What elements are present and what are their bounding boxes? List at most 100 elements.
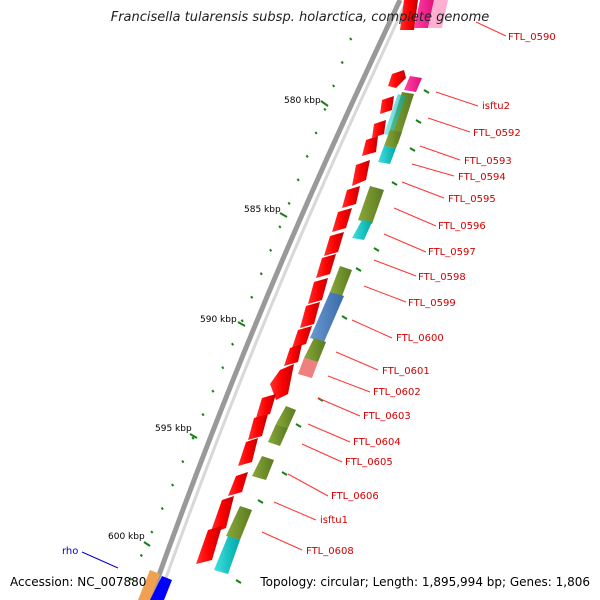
feature-dash xyxy=(409,147,416,152)
gene-block xyxy=(372,120,386,138)
gene-block xyxy=(330,266,352,296)
gene-leader-line xyxy=(287,473,329,497)
kbp-tick-585: 585 kbp xyxy=(244,205,288,218)
gene-label: FTL_0593 xyxy=(464,156,512,167)
gene-block xyxy=(414,0,434,28)
gene-block xyxy=(428,0,448,28)
tick-dot xyxy=(250,295,254,299)
gene-block xyxy=(270,364,294,400)
kbp-scale: 580 kbp 585 kbp 590 kbp 595 kbp 600 kbp xyxy=(108,96,329,547)
feature-strand-outer xyxy=(138,0,448,600)
gene-block xyxy=(342,186,360,208)
gene-block xyxy=(332,208,352,232)
gene-label: FTL_0594 xyxy=(458,172,506,183)
gene-leader-line xyxy=(419,145,461,161)
tick-dot xyxy=(287,201,291,205)
tick-dot xyxy=(191,436,195,440)
kbp-tick-590: 590 kbp xyxy=(200,315,246,327)
tick-dot xyxy=(296,178,300,182)
tick-dot xyxy=(201,413,205,417)
gene-leader-line xyxy=(335,351,379,371)
tick-dot xyxy=(230,342,235,346)
kbp-label-580: 580 kbp xyxy=(284,96,321,106)
gene-block xyxy=(214,536,240,574)
tick-dot xyxy=(150,530,154,534)
gene-label: isftu1 xyxy=(320,515,348,526)
gene-block xyxy=(378,146,396,164)
gene-block xyxy=(256,394,276,418)
gene-label: FTL_0595 xyxy=(448,194,496,205)
gene-leader-line xyxy=(261,531,303,551)
gene-label: FTL_0605 xyxy=(345,457,393,468)
gene-leader-line xyxy=(363,285,407,303)
kbp-tick-600: 600 kbp xyxy=(108,532,151,547)
feature-dash xyxy=(373,247,380,252)
gene-block xyxy=(238,438,258,466)
gene-label: FTL_0599 xyxy=(408,298,456,309)
tick-dot xyxy=(323,107,327,112)
tick-dot xyxy=(314,131,318,135)
gene-block xyxy=(226,506,252,540)
tick-dot xyxy=(278,225,282,229)
gene-block xyxy=(404,76,422,92)
gene-label: FTL_0602 xyxy=(373,387,421,398)
gene-label: FTL_0604 xyxy=(353,437,401,448)
gene-block xyxy=(304,338,326,362)
gene-block xyxy=(284,344,302,366)
gene-block xyxy=(292,326,312,348)
gene-label-group: FTL_0590 isftu2 FTL_0592 FTL_0593 FTL_0594 FT… xyxy=(261,21,556,557)
cds-strand-inner xyxy=(196,0,418,564)
gene-label: FTL_0596 xyxy=(438,221,486,232)
backbone-outer-line xyxy=(147,0,403,600)
kbp-label-595: 595 kbp xyxy=(155,424,192,434)
feature-dash xyxy=(355,267,362,272)
feature-dash xyxy=(423,89,430,94)
gene-leader-line xyxy=(427,117,471,133)
gene-block xyxy=(316,254,336,278)
gene-label: FTL_0600 xyxy=(396,333,444,344)
feature-dash xyxy=(341,315,348,320)
gene-leader-line xyxy=(307,423,351,443)
feature-dash xyxy=(281,471,288,476)
kbp-tick-580: 580 kbp xyxy=(284,96,329,107)
kbp-label-590: 590 kbp xyxy=(200,315,237,325)
gene-block xyxy=(150,576,172,600)
tick-dot xyxy=(160,506,164,511)
backbone-inner-line xyxy=(156,0,409,600)
gene-leader-line xyxy=(327,375,371,393)
gene-block xyxy=(138,570,160,600)
gene-label: FTL_0606 xyxy=(331,491,379,502)
gene-block xyxy=(384,130,402,148)
gene-block xyxy=(400,0,418,30)
gene-label: FTL_0603 xyxy=(363,411,411,422)
map-title: Francisella tularensis subsp. holarctica… xyxy=(110,10,490,25)
feature-dash xyxy=(257,499,264,504)
tick-dot xyxy=(221,366,225,370)
gene-label: FTL_0608 xyxy=(306,546,354,557)
gene-leader-line xyxy=(351,319,393,339)
gene-leader-line xyxy=(383,233,427,253)
gene-leader-line xyxy=(435,91,479,107)
tick-dot xyxy=(269,248,273,252)
topology-label: Topology: circular; Length: 1,895,994 bp… xyxy=(260,575,590,589)
gene-leader-line xyxy=(273,501,317,521)
gene-label: FTL_0592 xyxy=(473,128,521,139)
gene-block xyxy=(362,136,378,156)
gene-block xyxy=(384,94,406,136)
gene-block xyxy=(300,302,320,328)
accession-label: Accession: NC_007880 xyxy=(10,575,147,589)
gene-leader-line xyxy=(411,163,455,177)
gene-label: FTL_0601 xyxy=(382,366,430,377)
gene-block xyxy=(228,472,248,496)
tick-dot xyxy=(240,319,244,323)
gene-block xyxy=(210,496,234,534)
gene-block xyxy=(252,456,274,480)
tick-dot xyxy=(181,460,185,464)
tick-dot xyxy=(259,272,263,276)
tick-dot xyxy=(129,577,133,581)
gene-block xyxy=(298,358,318,378)
gene-block xyxy=(268,424,288,446)
feature-dash xyxy=(235,579,242,584)
gene-block xyxy=(308,278,328,304)
